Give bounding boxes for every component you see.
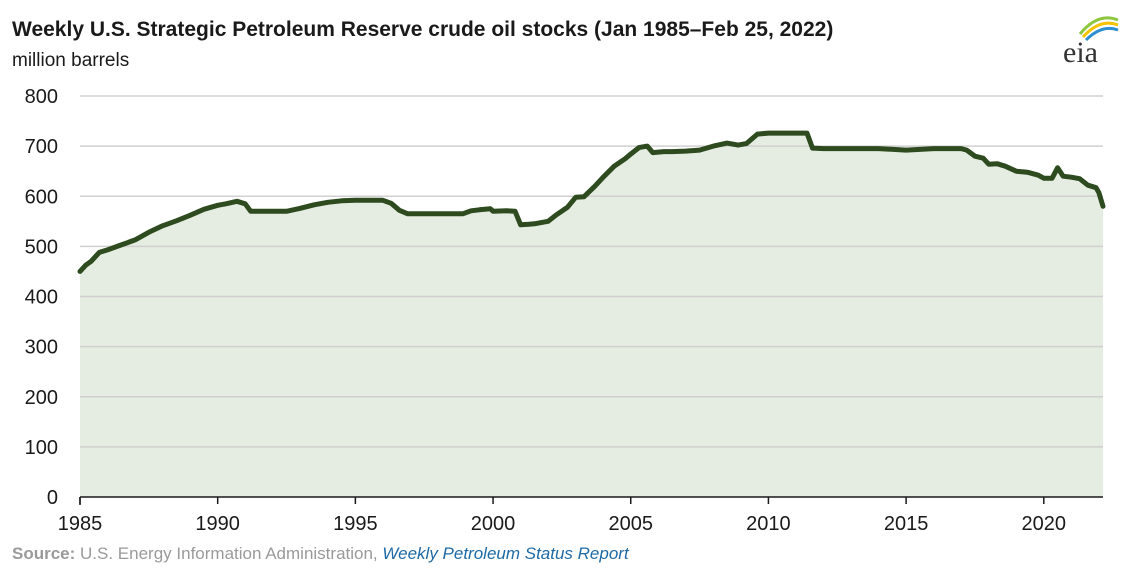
y-tick-label-800: 800 [25, 86, 58, 108]
logo-arc-blue [1084, 26, 1119, 42]
y-tick-label-500: 500 [25, 236, 58, 258]
logo-arc-yellow [1081, 21, 1119, 39]
source-label: Source: [12, 544, 76, 563]
y-tick-label-100: 100 [25, 437, 58, 459]
source-text: U.S. Energy Information Administration, [75, 544, 383, 563]
y-tick-label-700: 700 [25, 136, 58, 158]
y-tick-label-300: 300 [25, 337, 58, 359]
logo-text: eia [1063, 36, 1098, 69]
x-tick-label-1995: 1995 [333, 513, 378, 535]
y-tick-label-400: 400 [25, 287, 58, 309]
x-tick-label-1990: 1990 [195, 513, 240, 535]
x-tick-label-2010: 2010 [746, 513, 791, 535]
y-tick-label-600: 600 [25, 186, 58, 208]
chart-title: Weekly U.S. Strategic Petroleum Reserve … [12, 18, 834, 41]
y-tick-label-200: 200 [25, 387, 58, 409]
x-tick-label-1985: 1985 [58, 513, 103, 535]
logo-arc-green [1078, 16, 1119, 35]
source-report-link[interactable]: Weekly Petroleum Status Report [382, 544, 629, 563]
y-tick-label-0: 0 [47, 487, 58, 509]
y-axis-unit-label: million barrels [12, 50, 130, 71]
eia-logo[interactable]: eia [1058, 10, 1122, 70]
series-line [77, 130, 1106, 274]
x-tick-label-2020: 2020 [1022, 513, 1067, 535]
x-tick-label-2000: 2000 [471, 513, 516, 535]
x-tick-label-2005: 2005 [608, 513, 653, 535]
source-note: Source: U.S. Energy Information Administ… [12, 544, 629, 564]
series-area-fill [80, 133, 1103, 497]
x-tick-label-2015: 2015 [884, 513, 929, 535]
